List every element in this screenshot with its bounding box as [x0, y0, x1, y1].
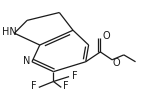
Text: HN: HN — [2, 27, 17, 37]
Text: F: F — [63, 81, 69, 91]
Text: F: F — [31, 81, 37, 91]
Text: F: F — [72, 71, 78, 81]
Text: N: N — [23, 56, 31, 66]
Text: O: O — [102, 31, 110, 41]
Text: O: O — [112, 58, 120, 68]
